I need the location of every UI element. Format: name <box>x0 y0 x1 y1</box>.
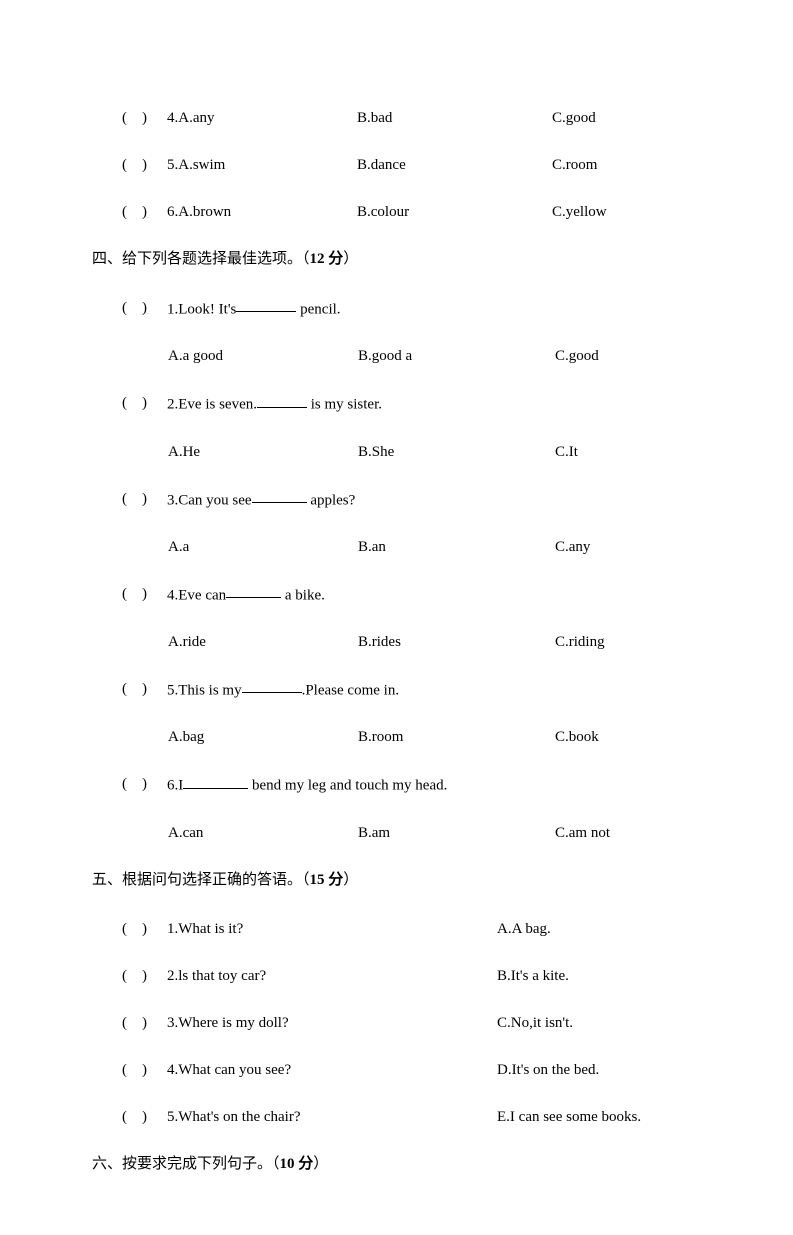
prev-section-row: ( )4.A.anyB.badC.good <box>92 108 701 129</box>
fill-blank[interactable] <box>257 392 307 407</box>
prev-section-row: ( )6.A.brownB.colourC.yellow <box>92 202 701 223</box>
option-b: B.am <box>358 823 555 844</box>
section-5-prefix: 五、根据问句选择正确的答语。（ <box>92 872 310 888</box>
option-b: B.bad <box>357 108 552 129</box>
answer-paren[interactable]: ( ) <box>122 966 167 987</box>
question-row: ( )5.This is my.Please come in. <box>92 679 701 701</box>
section-4-title: 四、给下列各题选择最佳选项。（12 分） <box>92 249 701 270</box>
options-row: A.bagB.roomC.book <box>92 727 701 748</box>
answer-paren[interactable]: ( ) <box>122 1013 167 1034</box>
section-5-points: 15 分 <box>310 872 344 888</box>
option-c: C.yellow <box>552 202 607 223</box>
option-c: C.any <box>555 537 590 558</box>
option-c: C.It <box>555 442 578 463</box>
fill-blank[interactable] <box>252 488 307 503</box>
section-6-points: 10 分 <box>280 1156 314 1172</box>
match-answer: A.A bag. <box>497 919 551 940</box>
answer-paren[interactable]: ( ) <box>122 298 167 320</box>
fill-blank[interactable] <box>242 678 302 693</box>
match-answer: D.It's on the bed. <box>497 1060 599 1081</box>
option-c: C.riding <box>555 632 605 653</box>
answer-paren[interactable]: ( ) <box>122 489 167 511</box>
section-4-points: 12 分 <box>310 251 344 267</box>
option-c: C.good <box>552 108 596 129</box>
fill-blank[interactable] <box>183 773 248 788</box>
option-b: B.room <box>358 727 555 748</box>
option-a: 6.A.brown <box>167 202 357 223</box>
fill-blank[interactable] <box>236 297 296 312</box>
answer-paren[interactable]: ( ) <box>122 202 167 223</box>
fill-blank[interactable] <box>226 583 281 598</box>
options-row: A.aB.anC.any <box>92 537 701 558</box>
match-row: ( )3.Where is my doll?C.No,it isn't. <box>92 1013 701 1034</box>
question-text: 3.Can you see apples? <box>167 489 355 511</box>
option-a: 5.A.swim <box>167 155 357 176</box>
option-b: B.dance <box>357 155 552 176</box>
option-b: B.an <box>358 537 555 558</box>
answer-paren[interactable]: ( ) <box>122 584 167 606</box>
options-row: A.rideB.ridesC.riding <box>92 632 701 653</box>
match-row: ( )4.What can you see?D.It's on the bed. <box>92 1060 701 1081</box>
match-question: 4.What can you see? <box>167 1060 497 1081</box>
question-text: 6.I bend my leg and touch my head. <box>167 774 447 796</box>
answer-paren[interactable]: ( ) <box>122 1107 167 1128</box>
option-a: A.bag <box>168 727 358 748</box>
match-row: ( )1.What is it?A.A bag. <box>92 919 701 940</box>
options-row: A.HeB.SheC.It <box>92 442 701 463</box>
section-4-suffix: ） <box>343 251 358 267</box>
question-row: ( )6.I bend my leg and touch my head. <box>92 774 701 796</box>
option-a: A.a good <box>168 346 358 367</box>
option-b: B.good a <box>358 346 555 367</box>
options-row: A.a goodB.good aC.good <box>92 346 701 367</box>
question-row: ( )1.Look! It's pencil. <box>92 298 701 320</box>
question-text: 4.Eve can a bike. <box>167 584 325 606</box>
option-c: C.book <box>555 727 599 748</box>
match-answer: E.I can see some books. <box>497 1107 641 1128</box>
option-a: 4.A.any <box>167 108 357 129</box>
prev-section-row: ( )5.A.swimB.danceC.room <box>92 155 701 176</box>
answer-paren[interactable]: ( ) <box>122 155 167 176</box>
option-a: A.ride <box>168 632 358 653</box>
option-a: A.can <box>168 823 358 844</box>
option-b: B.She <box>358 442 555 463</box>
match-row: ( )5.What's on the chair?E.I can see som… <box>92 1107 701 1128</box>
match-question: 1.What is it? <box>167 919 497 940</box>
answer-paren[interactable]: ( ) <box>122 1060 167 1081</box>
option-c: C.good <box>555 346 599 367</box>
answer-paren[interactable]: ( ) <box>122 393 167 415</box>
match-question: 3.Where is my doll? <box>167 1013 497 1034</box>
option-a: A.He <box>168 442 358 463</box>
section-5-title: 五、根据问句选择正确的答语。（15 分） <box>92 870 701 891</box>
exam-page: ( )4.A.anyB.badC.good( )5.A.swimB.danceC… <box>0 0 793 1235</box>
match-answer: C.No,it isn't. <box>497 1013 573 1034</box>
option-c: C.am not <box>555 823 610 844</box>
option-c: C.room <box>552 155 597 176</box>
answer-paren[interactable]: ( ) <box>122 919 167 940</box>
answer-paren[interactable]: ( ) <box>122 679 167 701</box>
option-b: B.colour <box>357 202 552 223</box>
option-b: B.rides <box>358 632 555 653</box>
question-row: ( )3.Can you see apples? <box>92 489 701 511</box>
options-row: A.canB.amC.am not <box>92 823 701 844</box>
question-text: 5.This is my.Please come in. <box>167 679 399 701</box>
match-question: 5.What's on the chair? <box>167 1107 497 1128</box>
section-6-prefix: 六、按要求完成下列句子。（ <box>92 1156 280 1172</box>
answer-paren[interactable]: ( ) <box>122 108 167 129</box>
answer-paren[interactable]: ( ) <box>122 774 167 796</box>
section-5-suffix: ） <box>343 872 358 888</box>
question-text: 1.Look! It's pencil. <box>167 298 341 320</box>
section-6-suffix: ） <box>313 1156 328 1172</box>
section-4-prefix: 四、给下列各题选择最佳选项。（ <box>92 251 310 267</box>
question-text: 2.Eve is seven. is my sister. <box>167 393 382 415</box>
option-a: A.a <box>168 537 358 558</box>
match-row: ( )2.ls that toy car?B.It's a kite. <box>92 966 701 987</box>
match-question: 2.ls that toy car? <box>167 966 497 987</box>
question-row: ( )4.Eve can a bike. <box>92 584 701 606</box>
question-row: ( )2.Eve is seven. is my sister. <box>92 393 701 415</box>
section-6-title: 六、按要求完成下列句子。（10 分） <box>92 1154 701 1175</box>
match-answer: B.It's a kite. <box>497 966 569 987</box>
